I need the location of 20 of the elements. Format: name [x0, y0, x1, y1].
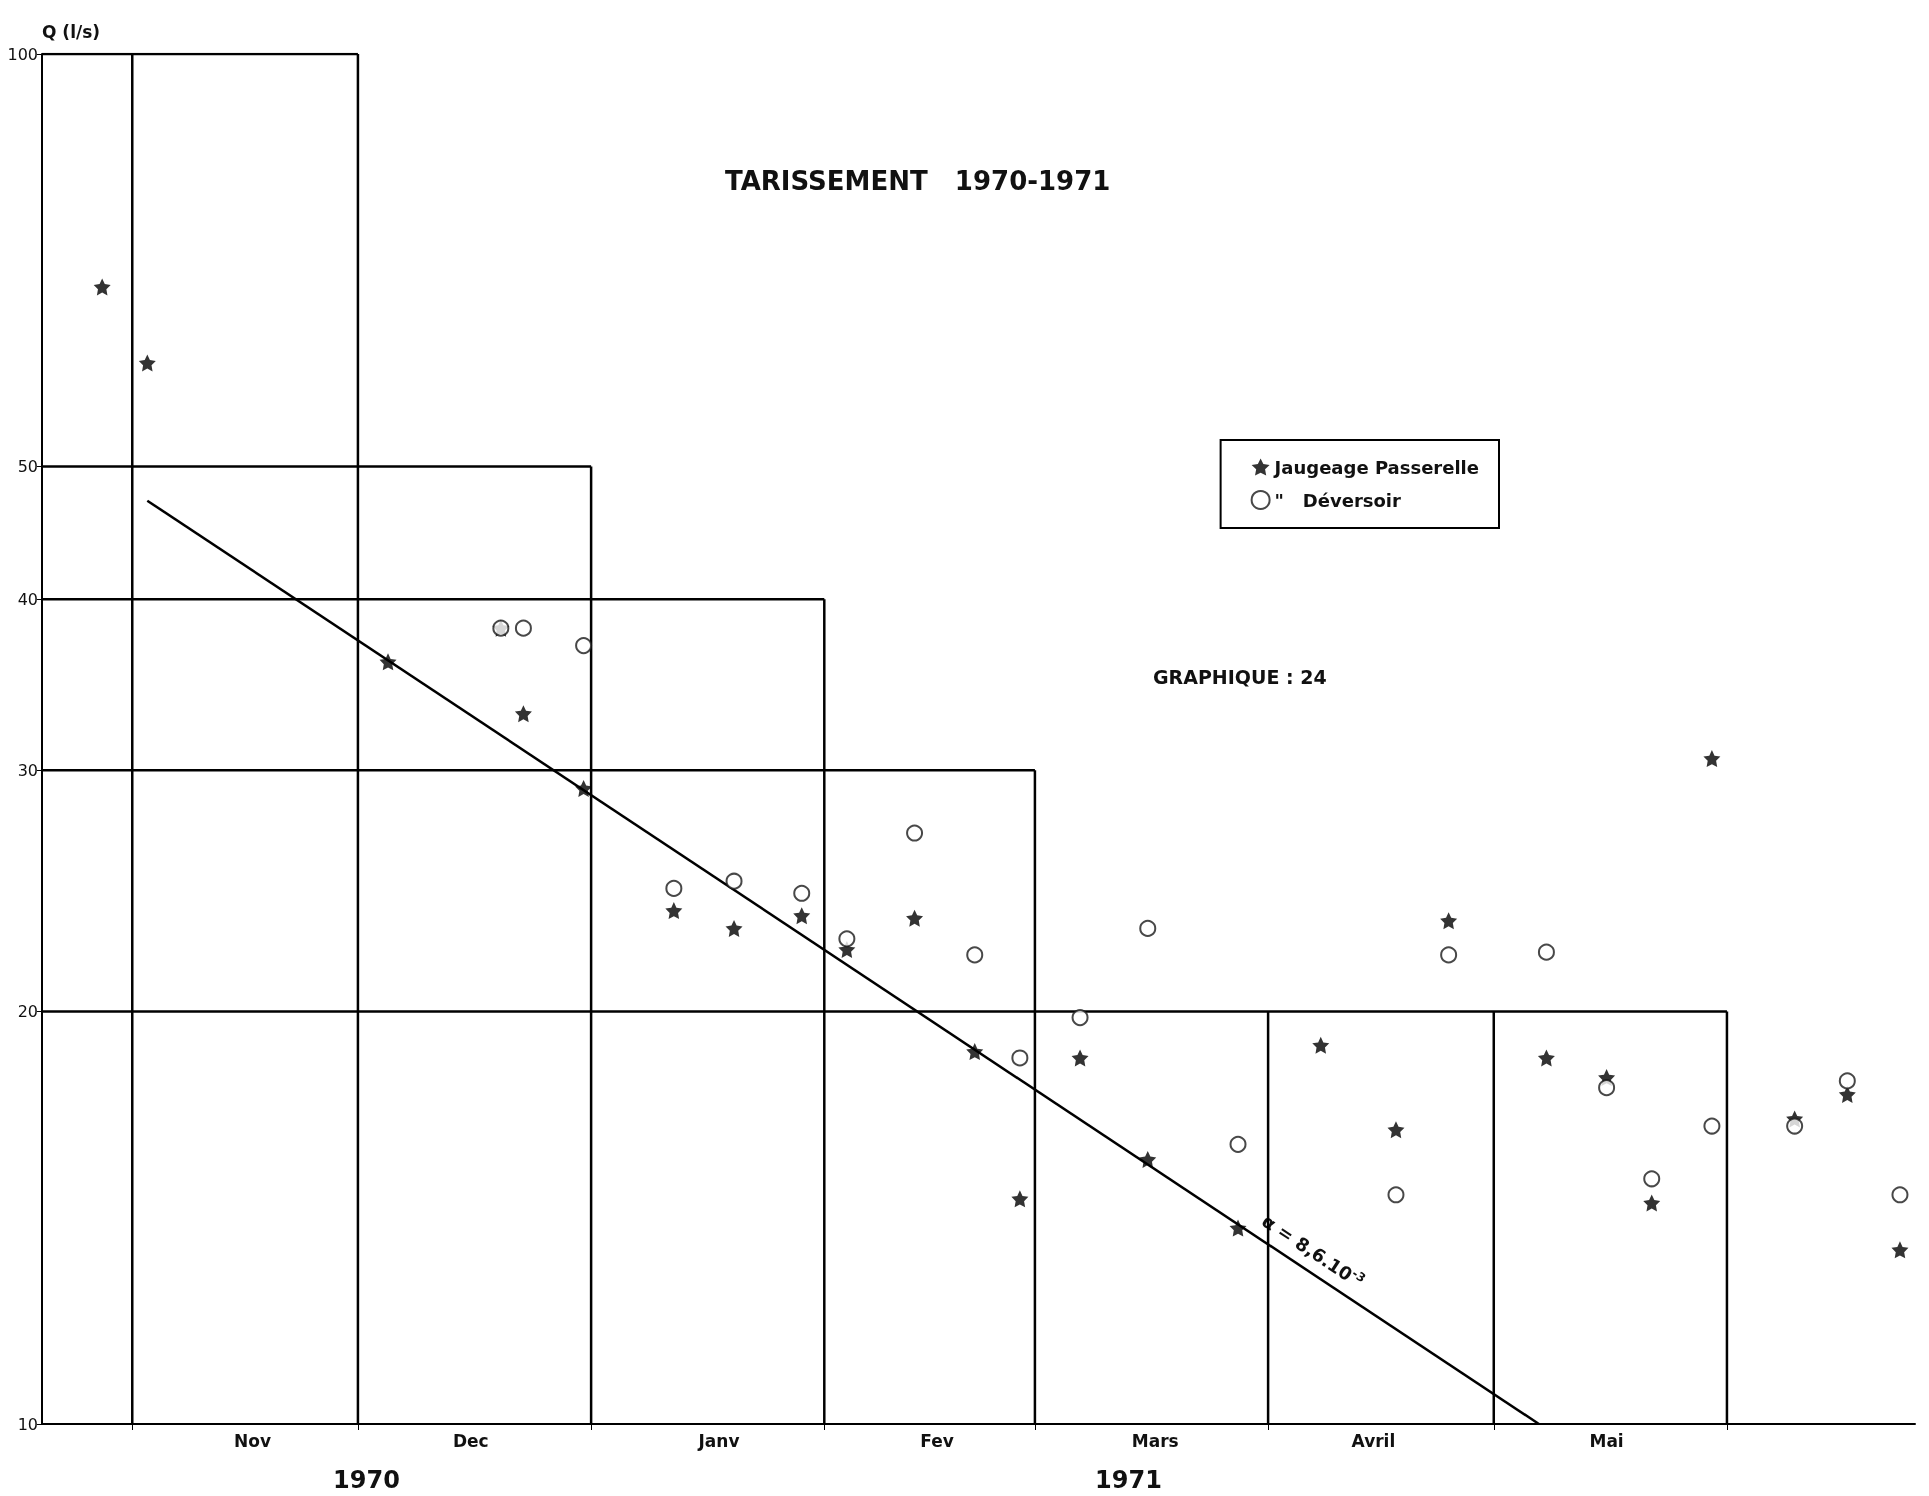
text: GRAPHIQUE : 24: [1153, 665, 1327, 688]
y-tick-label: 30: [17, 760, 38, 780]
y-tick-label: 20: [17, 1002, 38, 1022]
x-tick-label: Nov: [234, 1430, 272, 1451]
y-axis-title: Q (l/s): [42, 21, 101, 42]
legend-label: Jaugeage Passerelle: [1272, 456, 1480, 478]
x-tick-label: Mars: [1131, 1430, 1179, 1451]
text: 1971: [1095, 1466, 1162, 1494]
y-tick-label: 10: [17, 1414, 38, 1434]
legend-label: " Déversoir: [1274, 489, 1402, 511]
text: 1970: [333, 1466, 400, 1494]
text: TARISSEMENT 1970-1971: [725, 166, 1111, 196]
y-tick-label: 100: [7, 44, 38, 64]
x-tick-label: Mai: [1589, 1430, 1624, 1451]
y-tick-label: 40: [17, 589, 38, 609]
x-tick-label: Avril: [1351, 1430, 1396, 1451]
x-tick-label: Dec: [452, 1430, 489, 1451]
x-tick-label: Janv: [697, 1430, 740, 1451]
x-tick-label: Fev: [920, 1430, 954, 1451]
y-tick-label: 50: [17, 456, 38, 476]
